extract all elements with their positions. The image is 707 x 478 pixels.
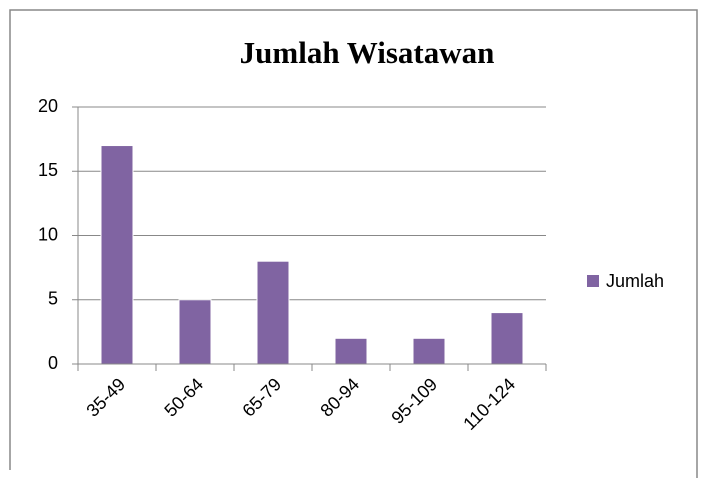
- legend-swatch: [587, 275, 599, 287]
- bar: [490, 312, 524, 365]
- x-tick-label: 65-79: [238, 374, 285, 421]
- x-tick-label: 80-94: [316, 374, 363, 421]
- y-tick-label: 15: [38, 160, 58, 180]
- bar: [412, 337, 446, 365]
- y-tick-label: 20: [38, 96, 58, 116]
- bar: [100, 145, 134, 365]
- x-tick-label: 50-64: [160, 374, 207, 421]
- y-tick-label: 5: [48, 289, 58, 309]
- x-tick-label: 95-109: [387, 374, 441, 428]
- y-tick-label: 10: [38, 224, 58, 244]
- chart-border: [9, 9, 698, 478]
- y-tick-label: 0: [48, 353, 58, 373]
- bar: [178, 299, 212, 365]
- x-tick-label: 110-124: [459, 374, 519, 434]
- chart-title: Jumlah Wisatawan: [240, 35, 495, 70]
- legend-label: Jumlah: [606, 271, 664, 291]
- x-tick-label: 35-49: [82, 374, 129, 421]
- bar: [256, 260, 290, 365]
- bar: [334, 337, 368, 365]
